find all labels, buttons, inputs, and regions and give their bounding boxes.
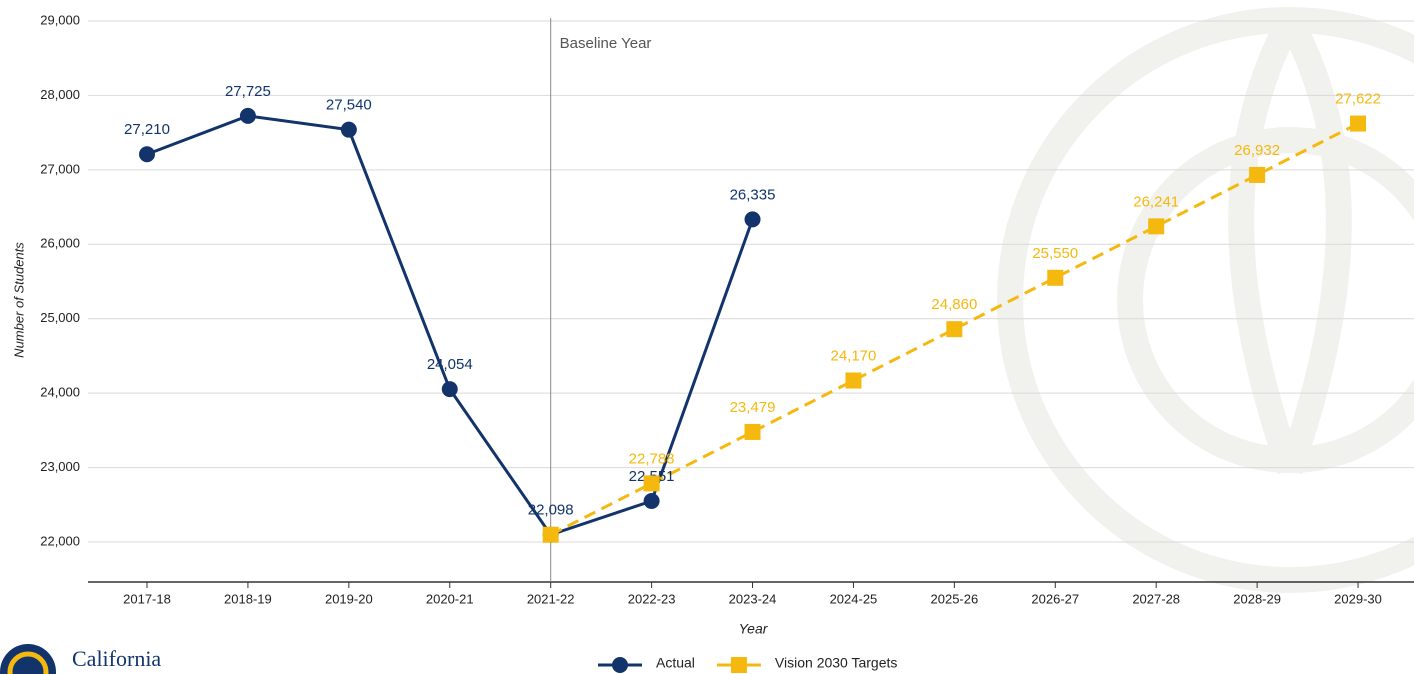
- x-tick-label: 2025-26: [931, 591, 979, 606]
- data-label: 24,170: [830, 347, 876, 364]
- data-label: 22,788: [629, 450, 675, 467]
- data-label: 24,054: [427, 356, 473, 373]
- x-tick-label: 2017-18: [123, 591, 171, 606]
- marker: [1249, 166, 1266, 183]
- marker: [139, 146, 155, 163]
- logo: [0, 644, 56, 674]
- marker: [946, 321, 963, 338]
- legend-marker: [612, 657, 628, 673]
- data-label: 22,098: [528, 502, 574, 519]
- marker: [239, 107, 256, 124]
- marker: [542, 526, 559, 543]
- y-axis-label: Number of Students: [11, 242, 26, 358]
- legend-label: Vision 2030 Targets: [775, 655, 897, 671]
- x-tick-label: 2021-22: [527, 591, 575, 606]
- data-label: 26,335: [730, 186, 776, 203]
- data-label: 27,540: [326, 97, 372, 114]
- marker: [845, 372, 862, 389]
- x-tick-label: 2020-21: [426, 591, 474, 606]
- y-tick-label: 28,000: [40, 87, 80, 102]
- y-tick-label: 23,000: [40, 459, 80, 474]
- y-tick-label: 24,000: [40, 385, 80, 400]
- y-tick-label: 29,000: [40, 12, 80, 27]
- data-label: 27,725: [225, 83, 271, 100]
- y-tick-label: 22,000: [40, 533, 80, 548]
- data-label: 25,550: [1032, 245, 1078, 262]
- data-label: 26,932: [1234, 142, 1280, 159]
- data-label: 23,479: [730, 399, 776, 416]
- data-label: 27,210: [124, 121, 170, 138]
- x-tick-label: 2028-29: [1233, 591, 1281, 606]
- y-tick-label: 25,000: [40, 310, 80, 325]
- data-label: 24,860: [931, 296, 977, 313]
- marker: [1148, 218, 1165, 235]
- marker: [744, 423, 761, 440]
- x-tick-label: 2023-24: [729, 591, 777, 606]
- marker: [340, 121, 357, 138]
- data-label: 26,241: [1133, 193, 1179, 210]
- x-tick-label: 2026-27: [1031, 591, 1079, 606]
- marker: [744, 211, 761, 228]
- x-tick-label: 2022-23: [628, 591, 676, 606]
- y-tick-label: 27,000: [40, 161, 80, 176]
- x-tick-label: 2019-20: [325, 591, 373, 606]
- marker: [643, 475, 660, 492]
- x-tick-label: 2024-25: [830, 591, 878, 606]
- annotation: Baseline Year: [560, 35, 652, 52]
- legend-label: Actual: [656, 655, 695, 671]
- legend-marker: [730, 657, 747, 673]
- y-tick-label: 26,000: [40, 236, 80, 251]
- x-tick-label: 2018-19: [224, 591, 272, 606]
- x-tick-label: 2029-30: [1334, 591, 1382, 606]
- logo-text: California: [72, 646, 161, 671]
- data-label: 27,622: [1335, 91, 1381, 108]
- x-tick-label: 2027-28: [1132, 591, 1180, 606]
- marker: [643, 493, 660, 510]
- marker: [441, 381, 458, 398]
- marker: [1350, 115, 1367, 132]
- marker: [1047, 269, 1064, 286]
- x-axis-label: Year: [739, 621, 769, 637]
